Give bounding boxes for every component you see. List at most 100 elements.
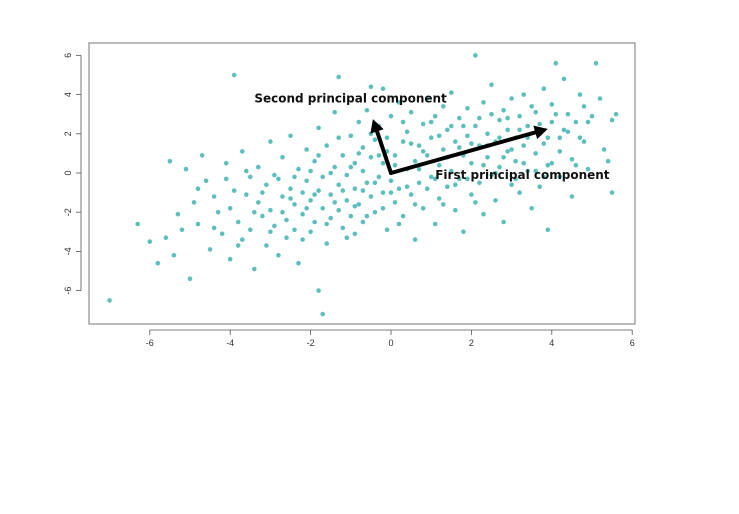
scatter-point — [312, 192, 317, 197]
scatter-point — [336, 135, 342, 140]
scatter-point — [497, 135, 502, 140]
x-axis: -6 -4 -2 0 2 4 6 — [146, 329, 635, 348]
scatter-point — [609, 117, 615, 123]
scatter-point — [581, 139, 587, 144]
scatter-point — [380, 86, 386, 91]
scatter-point — [211, 225, 217, 231]
scatter-point — [227, 256, 233, 262]
scatter-point — [436, 196, 442, 201]
scatter-point — [255, 200, 261, 205]
scatter-point — [549, 102, 555, 107]
scatter-point — [304, 147, 309, 152]
scatter-point — [436, 162, 442, 168]
scatter-point — [513, 176, 518, 182]
scatter-point — [561, 127, 567, 133]
y-axis: -6 -4 -2 0 2 4 6 — [63, 53, 82, 295]
scatter-point — [240, 149, 245, 154]
scatter-point — [513, 158, 518, 164]
scatter-point — [372, 137, 378, 142]
scatter-point — [276, 176, 281, 182]
scatter-point — [292, 174, 297, 180]
scatter-point — [545, 162, 551, 168]
scatter-point — [175, 211, 181, 217]
scatter-point — [461, 123, 466, 129]
scatter-point — [392, 153, 398, 158]
scatter-point — [195, 186, 201, 191]
scatter-point — [296, 260, 301, 266]
scatter-point — [304, 178, 309, 184]
scatter-point — [324, 143, 330, 148]
scatter-point — [501, 108, 506, 113]
scatter-point — [292, 202, 297, 207]
scatter-point — [432, 113, 438, 119]
scatter-point — [312, 158, 317, 164]
scatter-point — [332, 164, 338, 170]
scatter-point — [280, 194, 285, 199]
scatter-point — [557, 135, 563, 140]
scatter-point — [320, 206, 326, 211]
scatter-point — [179, 227, 185, 233]
scatter-point — [223, 176, 229, 182]
scatter-point — [380, 206, 386, 211]
scatter-point — [300, 237, 305, 242]
scatter-point — [340, 153, 346, 158]
scatter-point — [424, 96, 430, 101]
scatter-point — [215, 209, 221, 215]
scatter-point — [231, 188, 237, 193]
scatter-point — [457, 115, 462, 121]
scatter-point — [147, 239, 153, 244]
scatter-point — [211, 194, 217, 199]
scatter-point — [501, 155, 506, 160]
scatter-point — [533, 109, 538, 115]
scatter-point — [589, 113, 595, 119]
scatter-point — [135, 221, 140, 227]
scatter-point — [453, 207, 458, 213]
scatter-point — [404, 184, 410, 189]
scatter-point — [336, 207, 342, 213]
scatter-point — [449, 168, 454, 174]
y-tick-label: 2 — [63, 131, 73, 136]
scatter-point — [304, 206, 309, 211]
scatter-point — [356, 202, 362, 207]
scatter-point — [569, 157, 575, 162]
scatter-point — [457, 176, 462, 182]
scatter-point — [360, 188, 366, 193]
scatter-point — [183, 166, 189, 172]
scatter-point — [308, 198, 313, 203]
scatter-point — [296, 166, 301, 172]
scatter-point — [420, 121, 426, 127]
scatter-point — [312, 219, 317, 225]
scatter-point — [613, 111, 619, 117]
scatter-point — [489, 172, 494, 178]
scatter-point — [372, 180, 378, 186]
scatter-point — [436, 133, 442, 139]
scatter-point — [244, 168, 249, 174]
scatter-point — [364, 108, 370, 113]
scatter-point — [477, 180, 482, 186]
scatter-point — [493, 170, 498, 176]
scatter-point — [449, 90, 454, 95]
scatter-point — [316, 188, 321, 193]
scatter-point — [344, 198, 350, 203]
x-tick-label: -4 — [226, 338, 234, 348]
principal-component-arrow — [389, 125, 548, 175]
x-tick-label: -6 — [146, 338, 154, 348]
scatter-point — [408, 141, 414, 146]
scatter-point — [521, 160, 526, 166]
scatter-point — [207, 247, 213, 252]
scatter-points — [107, 53, 619, 317]
x-tick-label: -2 — [307, 338, 315, 348]
scatter-point — [473, 200, 478, 205]
scatter-point — [191, 200, 197, 205]
scatter-point — [332, 200, 338, 205]
scatter-point — [255, 164, 261, 170]
scatter-point — [525, 123, 530, 129]
scatter-point — [272, 223, 277, 229]
scatter-point — [605, 158, 611, 164]
scatter-point — [469, 141, 474, 146]
scatter-point — [537, 184, 542, 189]
scatter-point — [420, 149, 426, 154]
scatter-point — [521, 92, 526, 97]
scatter-point — [408, 192, 414, 197]
scatter-point — [360, 145, 366, 150]
